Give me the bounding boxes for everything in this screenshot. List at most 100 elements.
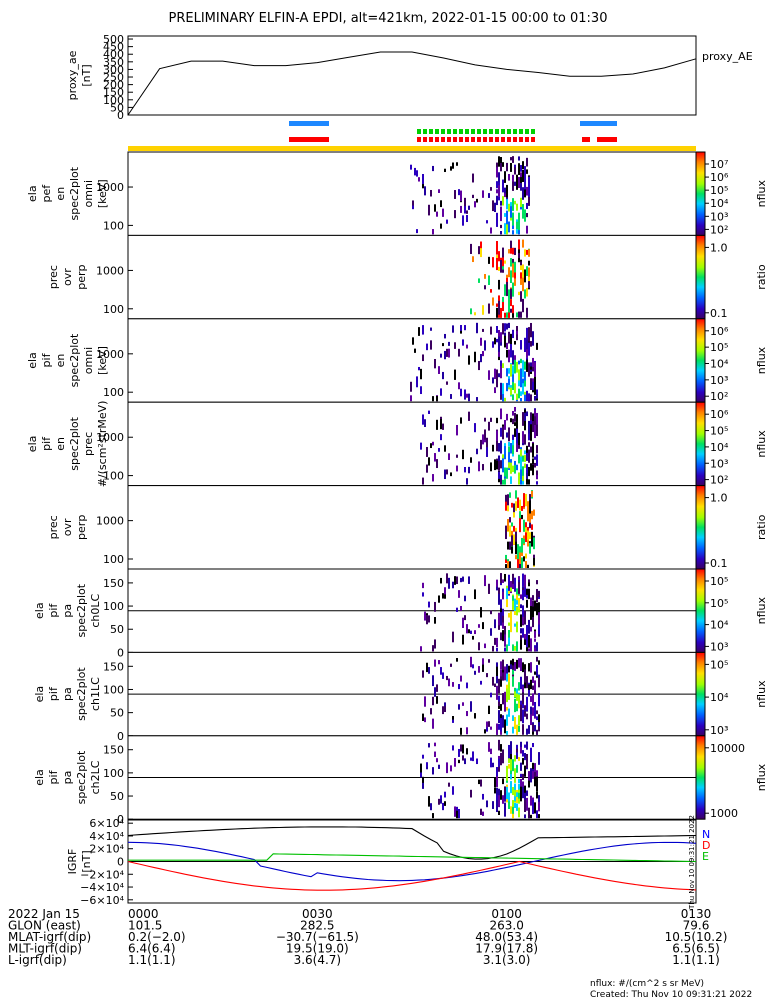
spectrogram-cell: [496, 637, 498, 648]
spectrogram-cell: [510, 443, 512, 454]
panel-ytick-label: 100: [103, 767, 124, 780]
panel-ylabel: ela: [26, 185, 39, 202]
spectrogram-cell: [514, 789, 516, 803]
spectrogram-cell: [436, 395, 438, 402]
spectrogram-cell: [498, 593, 500, 605]
spectrogram-cell: [498, 810, 500, 815]
spectrogram-cell: [514, 464, 516, 474]
spectrogram-cell: [436, 758, 438, 763]
spectrogram-cell: [448, 348, 450, 358]
spectrogram-cell: [440, 419, 442, 430]
spectrogram-cell: [500, 717, 502, 732]
spectrogram-cell: [520, 206, 522, 210]
spectrogram-cell: [488, 193, 490, 198]
spectrogram-cell: [422, 754, 424, 759]
spectrogram-cell: [524, 450, 526, 455]
spectrogram-cell: [500, 200, 502, 206]
spectrogram-cell: [450, 394, 452, 399]
spectrogram-cell: [470, 457, 472, 463]
footer-value: 263.0: [489, 919, 523, 933]
spectrogram-cell: [518, 311, 520, 318]
spectrogram-cell: [518, 694, 520, 704]
spectrogram-cell: [504, 719, 506, 734]
spectrogram-cell: [502, 323, 504, 333]
spectrogram-cell: [496, 258, 498, 271]
spectrogram-cell: [529, 513, 531, 523]
spectrogram-cell: [490, 726, 492, 730]
igrf-d-line: [127, 860, 697, 891]
spectrogram-cell: [480, 439, 482, 450]
spectrogram-cell: [482, 190, 484, 198]
spectrogram-cell: [514, 599, 516, 612]
spectrogram-cell: [506, 210, 508, 218]
spectrogram-cell: [512, 174, 514, 182]
spectrogram-cell: [516, 331, 518, 335]
panel-ylabel: ovr: [61, 518, 74, 536]
spectrogram-cell: [500, 339, 502, 346]
spectrogram-cell: [460, 577, 462, 583]
spectrogram-cell: [520, 358, 522, 364]
spectrogram-cell: [500, 231, 502, 235]
spectrogram-cell: [480, 680, 482, 685]
spectrogram-cell: [523, 519, 525, 532]
spectrogram-cell: [460, 417, 462, 424]
bar-red-dash: [441, 137, 445, 142]
colorbar-tick-label: 1000: [710, 807, 738, 820]
spectrogram-cell: [432, 813, 434, 819]
spectrogram-cell: [538, 612, 540, 625]
panel-ytick-label: 0: [117, 646, 124, 659]
ae-ytick-label: 150: [103, 86, 124, 99]
bar-red-dash: [483, 137, 487, 142]
spectrogram-cell: [428, 410, 430, 414]
spectrogram-cell: [520, 786, 522, 802]
spectrogram-cell: [502, 619, 504, 629]
panel-ylabel: ch0LC: [89, 593, 102, 627]
spectrogram-cell: [530, 679, 532, 690]
spectrogram-cell: [530, 795, 532, 806]
spectrogram-cell: [518, 432, 520, 446]
spectrogram-cell: [528, 342, 530, 356]
spectrogram-cell: [438, 448, 440, 452]
spectrogram-cell: [422, 414, 424, 425]
spectrogram-cell: [496, 303, 498, 307]
spectrogram-cell: [510, 781, 512, 794]
spectrogram-cell: [474, 713, 476, 719]
spectrogram-cell: [478, 624, 480, 628]
colorbar-tick-label: 10⁵: [710, 184, 728, 197]
spectrogram-cell: [442, 593, 444, 597]
spectrogram-cell: [514, 181, 516, 186]
spectrogram-cell: [504, 213, 506, 217]
spectrogram-cell: [490, 417, 492, 422]
spectrogram-cell: [496, 586, 498, 591]
spectrogram-cell: [422, 354, 424, 362]
spectrogram-cell: [524, 361, 526, 370]
spectrogram-cell: [522, 758, 524, 765]
spectrogram-cell: [506, 184, 508, 198]
spectrogram-cell: [527, 564, 529, 568]
spectrogram-cell: [496, 241, 498, 255]
spectrogram-cell: [510, 270, 512, 283]
spectrogram-cell: [522, 481, 524, 485]
spectrogram-cell: [460, 727, 462, 735]
spectrogram-cell: [480, 337, 482, 346]
spectrogram-cell: [496, 326, 498, 333]
spectrogram-cell: [428, 796, 430, 807]
footer-value: 19.5(19.0): [286, 942, 349, 956]
spectrogram-cell: [496, 685, 498, 700]
spectrogram-cell: [424, 696, 426, 707]
spectrogram-cell: [502, 693, 504, 705]
spectrogram-cell: [434, 204, 436, 212]
colorbar-tick-label: 10⁵: [710, 575, 728, 588]
spectrogram-cell: [520, 449, 522, 463]
spectrogram-cell: [532, 724, 534, 732]
spectrogram-cell: [524, 756, 526, 761]
spectrogram-cell: [532, 600, 534, 609]
spectrogram-cell: [530, 706, 532, 718]
panel-ylabel: pif: [40, 352, 53, 367]
panel-ylabel: prec: [47, 265, 60, 289]
spectrogram-cell: [534, 462, 536, 468]
spectrogram-cell: [522, 383, 524, 395]
spectrogram-cell: [518, 778, 520, 784]
